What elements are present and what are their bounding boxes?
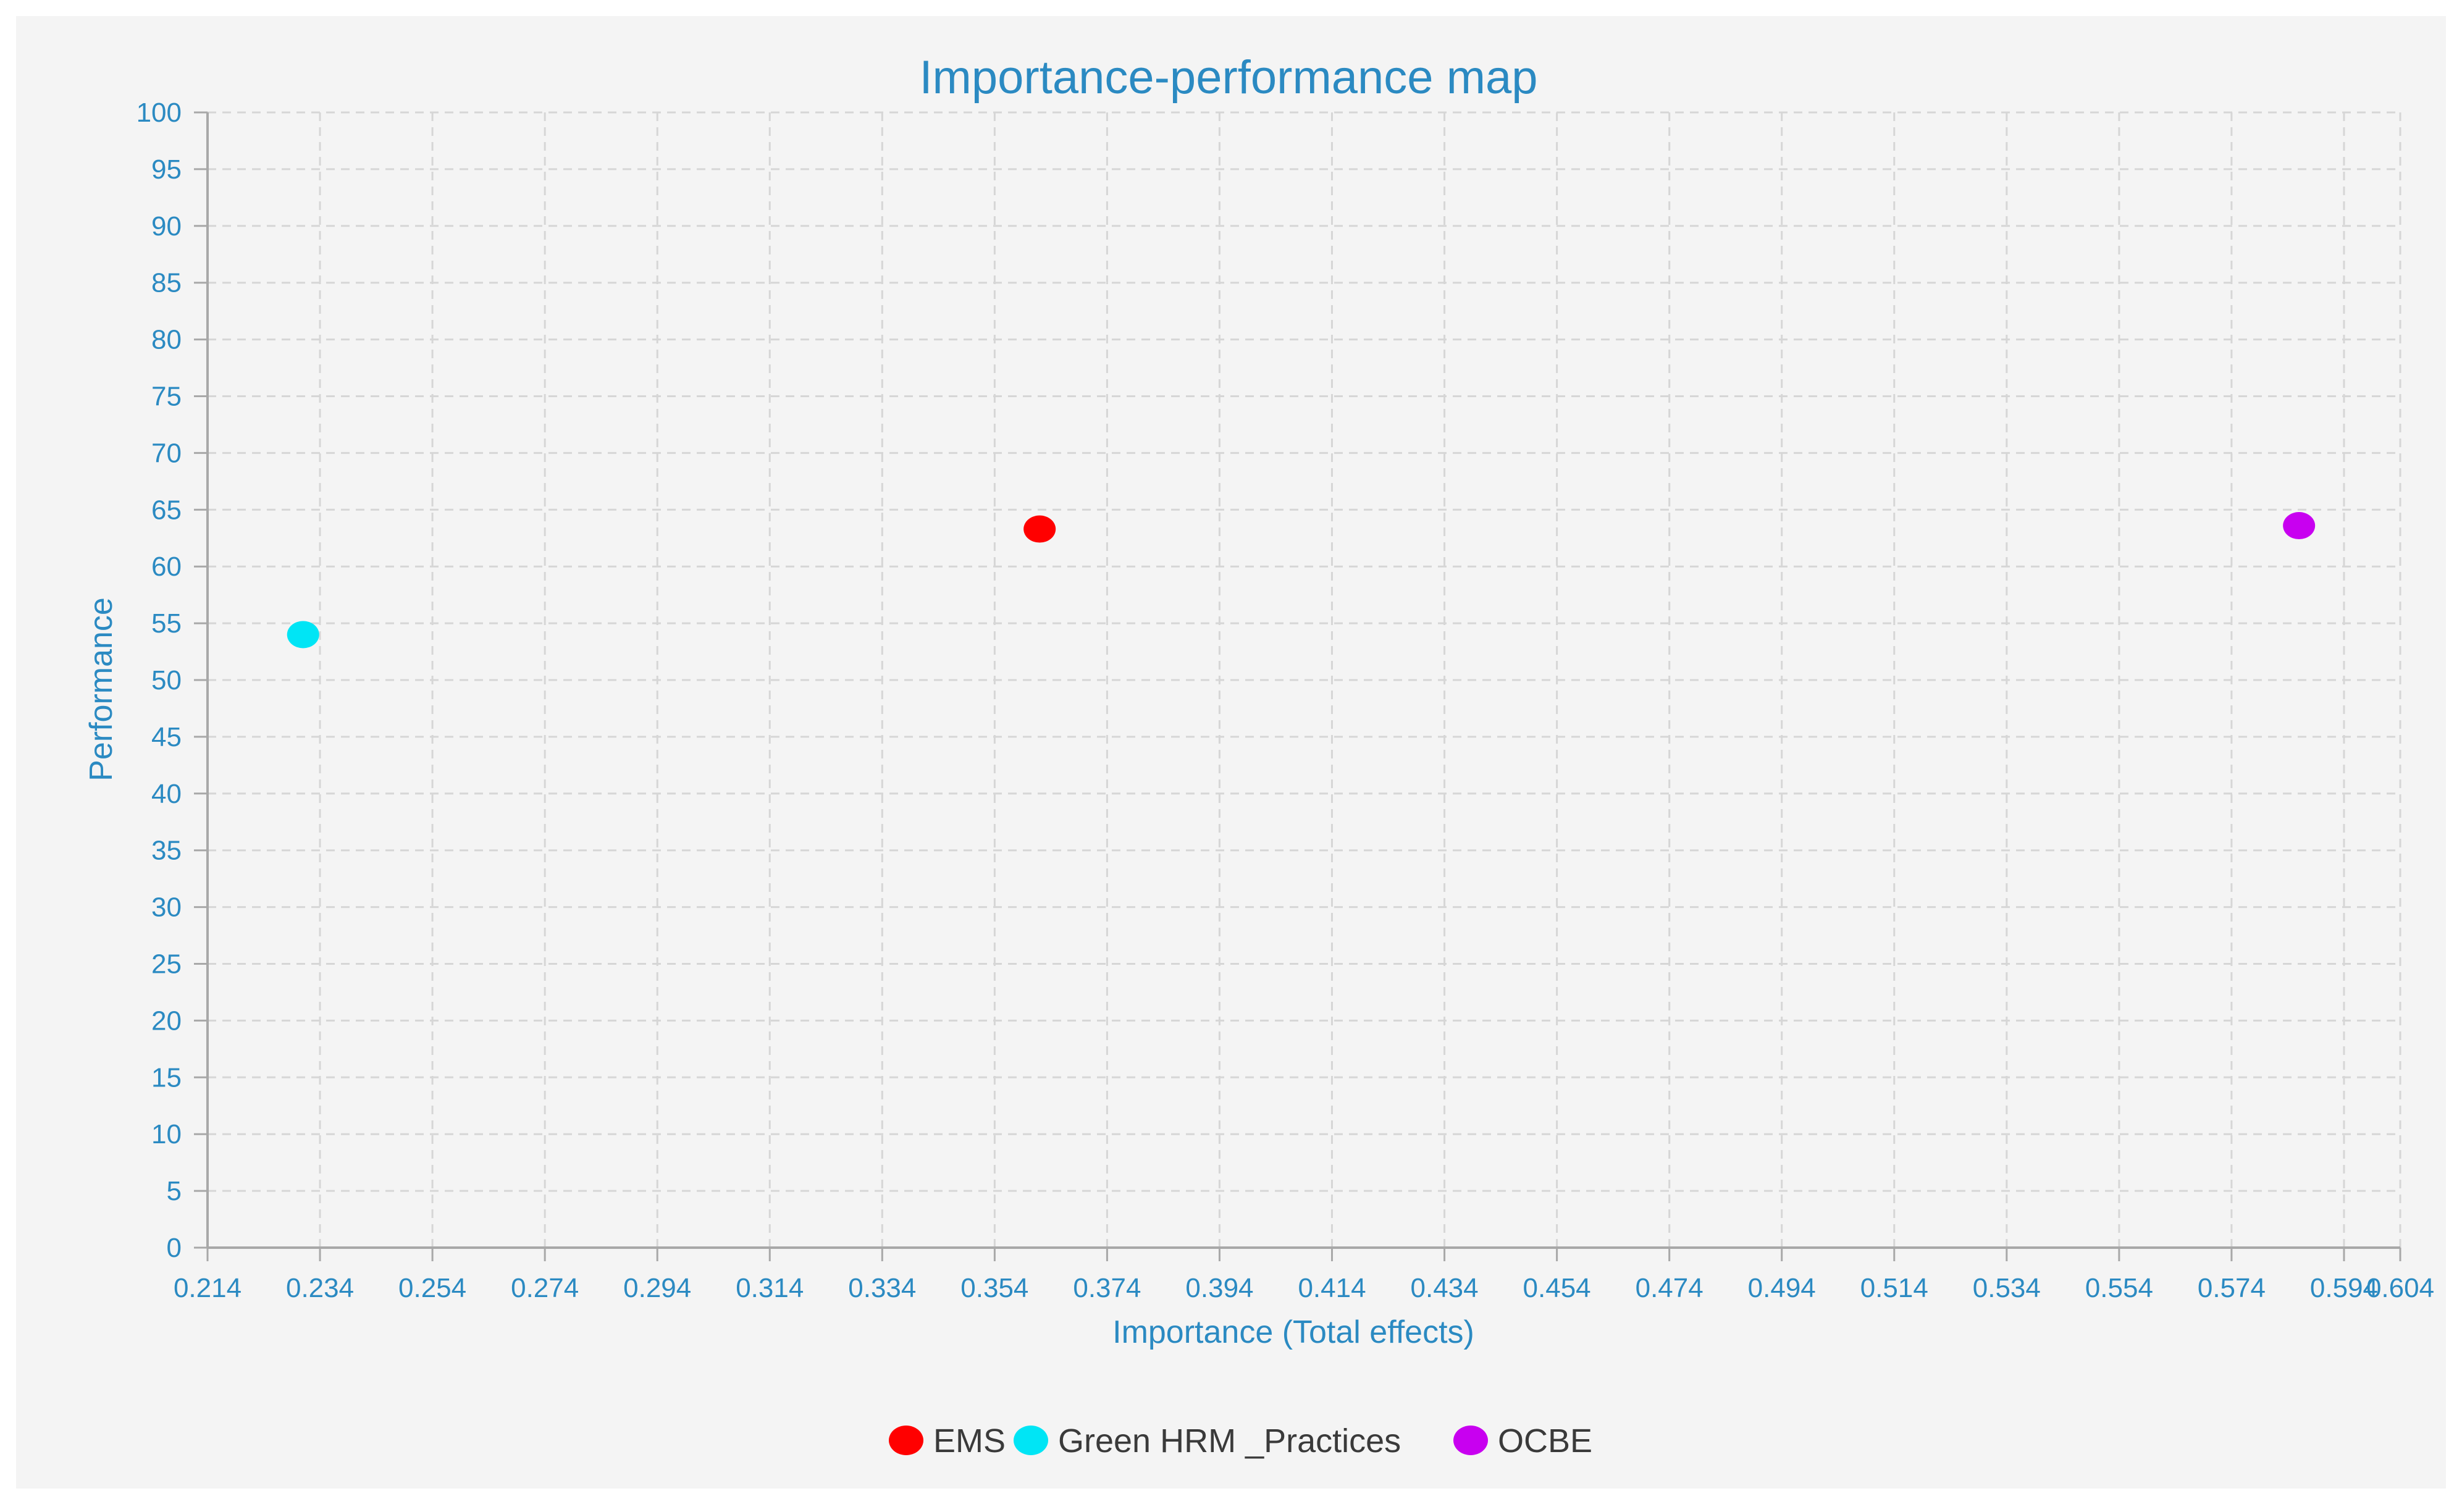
y-tick-label: 0 bbox=[167, 1233, 182, 1263]
x-tick-label: 0.494 bbox=[1748, 1273, 1816, 1303]
y-tick-label: 100 bbox=[137, 98, 182, 128]
data-point-ems bbox=[1023, 515, 1056, 543]
x-tick-label: 0.314 bbox=[736, 1273, 804, 1303]
grid-lines bbox=[208, 111, 2401, 1248]
y-tick-label: 20 bbox=[151, 1006, 182, 1036]
x-tick-label: 0.604 bbox=[2366, 1273, 2434, 1303]
y-tick-label: 80 bbox=[151, 325, 182, 355]
x-tick-label: 0.474 bbox=[1636, 1273, 1704, 1303]
x-tick-label: 0.574 bbox=[2198, 1273, 2266, 1303]
x-axis-ticks: 0.214 0.234 0.254 0.274 0.294 0.314 0.334 0.354… bbox=[174, 1273, 2434, 1303]
x-tick-label: 0.594 bbox=[2310, 1273, 2378, 1303]
chart-panel: Importance-performance map 0 5 10 15 20 25 30 3… bbox=[16, 16, 2446, 1489]
x-tick-label: 0.434 bbox=[1411, 1273, 1479, 1303]
x-tick-label: 0.394 bbox=[1185, 1273, 1253, 1303]
y-tick-label: 65 bbox=[151, 495, 182, 525]
importance-performance-chart: Importance-performance map 0 5 10 15 20 25 30 3… bbox=[83, 51, 2434, 1460]
x-tick-label: 0.294 bbox=[623, 1273, 691, 1303]
y-tick-label: 95 bbox=[151, 154, 182, 185]
y-tick-label: 60 bbox=[151, 552, 182, 582]
x-tick-label: 0.234 bbox=[286, 1273, 354, 1303]
y-tick-label: 5 bbox=[167, 1176, 182, 1206]
x-axis-title: Importance (Total effects) bbox=[1112, 1314, 1474, 1350]
x-tick-label: 0.354 bbox=[960, 1273, 1028, 1303]
y-tick-label: 70 bbox=[151, 438, 182, 468]
y-tick-label: 75 bbox=[151, 382, 182, 412]
data-point-green-hrm-practices bbox=[287, 621, 319, 649]
y-tick-label: 30 bbox=[151, 892, 182, 923]
y-tick-label: 10 bbox=[151, 1119, 182, 1149]
legend-marker-ems bbox=[889, 1426, 923, 1455]
y-axis-title: Performance bbox=[83, 597, 119, 781]
y-tick-label: 55 bbox=[151, 608, 182, 639]
x-tick-label: 0.254 bbox=[398, 1273, 466, 1303]
y-tick-label: 35 bbox=[151, 836, 182, 866]
y-tick-label: 15 bbox=[151, 1062, 182, 1093]
legend-label-ems: EMS bbox=[933, 1422, 1006, 1460]
y-tick-label: 40 bbox=[151, 779, 182, 809]
y-axis-ticks: 0 5 10 15 20 25 30 35 40 45 50 55 60 65 70 75 80 85 90 95 10… bbox=[137, 98, 182, 1263]
x-tick-label: 0.554 bbox=[2085, 1273, 2153, 1303]
x-tick-label: 0.374 bbox=[1073, 1273, 1141, 1303]
y-tick-label: 90 bbox=[151, 211, 182, 242]
chart-title: Importance-performance map bbox=[919, 51, 1537, 104]
x-tick-label: 0.274 bbox=[511, 1273, 579, 1303]
legend: EMS Green HRM _Practices OCBE bbox=[889, 1422, 1592, 1460]
x-tick-label: 0.454 bbox=[1523, 1273, 1591, 1303]
legend-label-ocbe: OCBE bbox=[1498, 1422, 1592, 1460]
legend-marker-green-hrm-practices bbox=[1014, 1426, 1048, 1455]
legend-label-green-hrm-practices: Green HRM _Practices bbox=[1058, 1422, 1401, 1460]
y-tick-label: 85 bbox=[151, 268, 182, 298]
x-tick-label: 0.334 bbox=[848, 1273, 916, 1303]
y-tick-label: 25 bbox=[151, 949, 182, 980]
x-tick-label: 0.214 bbox=[174, 1273, 242, 1303]
data-points bbox=[287, 512, 2316, 649]
data-point-ocbe bbox=[2283, 512, 2316, 540]
x-tick-label: 0.514 bbox=[1860, 1273, 1928, 1303]
y-tick-label: 50 bbox=[151, 665, 182, 695]
x-tick-label: 0.414 bbox=[1298, 1273, 1366, 1303]
legend-marker-ocbe bbox=[1453, 1426, 1488, 1455]
x-tick-label: 0.534 bbox=[1973, 1273, 2041, 1303]
axes bbox=[194, 111, 2401, 1261]
y-tick-label: 45 bbox=[151, 722, 182, 752]
